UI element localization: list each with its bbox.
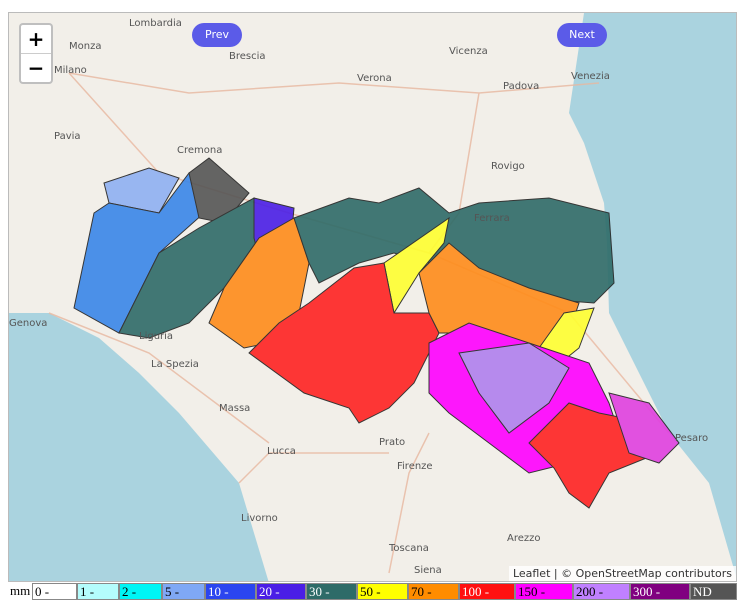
place-label: Venezia [571, 71, 610, 82]
legend-item: 5 - [162, 583, 205, 600]
legend-item: 100 - [459, 583, 515, 600]
next-button[interactable]: Next [557, 23, 607, 47]
legend-unit: mm [10, 583, 31, 598]
legend: mm 0 -1 -2 -5 -10 -20 -30 -50 -70 -100 -… [8, 583, 737, 600]
place-label: Livorno [241, 513, 278, 524]
place-label: Padova [503, 81, 540, 92]
place-label: Toscana [389, 543, 429, 554]
place-label: Rovigo [491, 161, 525, 172]
legend-item: 2 - [119, 583, 162, 600]
place-label: Pesaro [675, 433, 709, 444]
legend-item: 150 - [515, 583, 573, 600]
place-label: Ferrara [474, 213, 510, 224]
attribution[interactable]: Leaflet | © OpenStreetMap contributors [508, 566, 736, 581]
legend-item: 0 - [32, 583, 77, 600]
place-label: Prato [379, 437, 406, 448]
place-label: Lucca [267, 446, 296, 457]
place-label: Massa [219, 403, 251, 414]
place-label: Monza [69, 41, 102, 52]
place-label: Lombardia [129, 18, 182, 29]
zoom-out[interactable]: − [27, 56, 45, 80]
place-label: Vicenza [449, 46, 488, 57]
place-label: Cremona [177, 145, 223, 156]
prev-button[interactable]: Prev [192, 23, 242, 47]
legend-item: ND [690, 583, 737, 600]
legend-item: 20 - [256, 583, 306, 600]
place-label: La Spezia [151, 359, 199, 370]
place-label: Pavia [54, 131, 81, 142]
place-label: Firenze [397, 461, 433, 472]
place-label: Arezzo [507, 533, 541, 544]
map[interactable]: Lombardia Monza Milano Brescia Verona Vicenza… [8, 12, 737, 582]
zoom-in[interactable]: + [21, 25, 51, 54]
zoom-control: + − [19, 23, 53, 84]
place-label: Brescia [229, 51, 266, 62]
legend-item: 70 - [408, 583, 459, 600]
place-label: Verona [357, 73, 392, 84]
place-label: Milano [54, 65, 87, 76]
legend-item: 1 - [77, 583, 119, 600]
place-label: Siena [414, 565, 442, 576]
legend-item: 50 - [357, 583, 408, 600]
basemap [9, 13, 736, 581]
place-label: Liguria [139, 331, 174, 342]
legend-item: 300 - [630, 583, 690, 600]
legend-item: 30 - [306, 583, 357, 600]
legend-item: 10 - [205, 583, 256, 600]
legend-item: 200 - [573, 583, 630, 600]
place-label: Genova [9, 318, 48, 329]
